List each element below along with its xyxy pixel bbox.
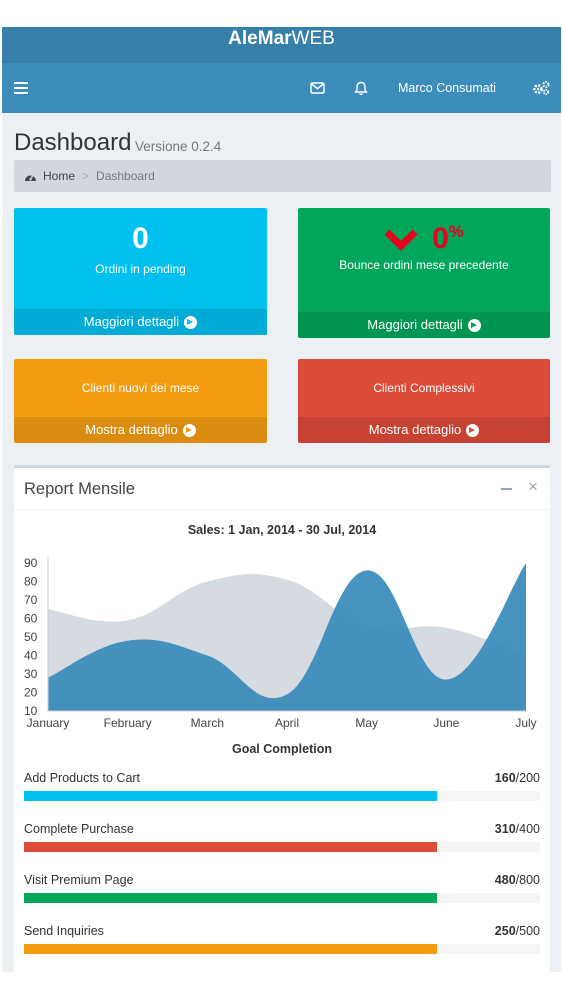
breadcrumb-home-label: Home: [43, 169, 76, 183]
pending-orders-value: 0: [132, 222, 149, 255]
x-tick-label: July: [515, 716, 536, 730]
collapse-icon[interactable]: [500, 480, 514, 496]
y-tick-label: 80: [24, 575, 38, 589]
progress-bar: [24, 944, 540, 954]
progress-value: 160: [494, 771, 516, 785]
progress-value: 310: [494, 822, 516, 836]
logo-light-text: WEB: [291, 28, 335, 49]
goal-completion-title: Goal Completion: [232, 742, 332, 756]
progress-bar: [24, 791, 540, 801]
y-tick-label: 60: [24, 612, 38, 626]
arrow-circle-right-icon: [467, 318, 481, 332]
y-tick-label: 20: [24, 686, 38, 700]
details-link-label: Mostra dettaglio: [368, 422, 462, 437]
breadcrumb-home[interactable]: Home: [24, 169, 75, 183]
progress-group: Add Products to Cart 160/200: [24, 771, 540, 811]
progress-label: Add Products to Cart: [24, 771, 141, 785]
user-menu[interactable]: Marco Consumati: [398, 63, 496, 113]
y-tick-label: 40: [24, 649, 38, 663]
user-name-label: Marco Consumati: [398, 81, 496, 95]
chart-title: Sales: 1 Jan, 2014 - 30 Jul, 2014: [187, 523, 377, 537]
progress-number: 250/500: [495, 924, 540, 938]
chevron-down-icon: [384, 229, 418, 251]
content-header: Dashboard Versione 0.2.4 Home > Dashboar…: [2, 113, 561, 192]
progress-bar-fill: [24, 842, 437, 852]
y-tick-label: 70: [24, 593, 38, 607]
progress-number: 310/400: [495, 822, 540, 836]
total-clients-label: Clienti Complessivi: [373, 381, 475, 395]
dashboard-icon: [25, 174, 36, 181]
mail-icon[interactable]: [310, 63, 325, 113]
bounce-orders-unit: %: [448, 222, 464, 241]
progress-bar: [24, 893, 540, 903]
arrow-circle-right-icon: [466, 423, 480, 437]
total-clients-details-link[interactable]: Mostra dettaglio: [298, 417, 550, 443]
progress-label: Visit Premium Page: [24, 873, 134, 887]
top-navbar: Marco Consumati: [2, 63, 561, 113]
arrow-circle-right-icon: [182, 423, 196, 437]
breadcrumb: Home > Dashboard: [14, 160, 551, 192]
progress-bar: [24, 842, 540, 852]
x-tick-label: June: [433, 716, 459, 730]
bounce-orders-value: 0: [432, 222, 449, 255]
new-clients-label: Clienti nuovi del mese: [81, 381, 200, 395]
progress-total: /400: [515, 822, 540, 836]
progress-group: Visit Premium Page 480/800: [24, 873, 540, 913]
arrow-circle-right-icon: [184, 315, 198, 329]
bounce-orders-details-link[interactable]: Maggiori dettagli: [298, 312, 550, 338]
details-link-label: Mostra dettaglio: [85, 422, 178, 437]
progress-total: /200: [515, 771, 540, 785]
new-clients-box: Clienti nuovi del mese Mostra dettaglio: [14, 359, 267, 443]
details-link-label: Maggiori dettagli: [367, 317, 463, 332]
progress-bar-fill: [24, 944, 437, 954]
x-tick-label: May: [355, 716, 378, 730]
progress-number: 160/200: [495, 771, 540, 785]
x-tick-label: January: [27, 716, 70, 730]
progress-group: Complete Purchase 310/400: [24, 822, 540, 862]
new-clients-details-link[interactable]: Mostra dettaglio: [14, 417, 267, 443]
app-window: AleMarWEB Marco Consumati Dashboard Vers…: [2, 27, 561, 972]
progress-value: 480: [494, 873, 516, 887]
x-tick-label: March: [191, 716, 224, 730]
close-icon[interactable]: ×: [528, 477, 538, 496]
x-tick-label: April: [275, 716, 299, 730]
progress-value: 250: [494, 924, 516, 938]
page-title: Dashboard: [14, 129, 132, 156]
logo-bold-text: AleMar: [228, 28, 292, 49]
progress-label: Complete Purchase: [24, 822, 134, 836]
y-tick-label: 50: [24, 630, 38, 644]
progress-group: Send Inquiries 250/500: [24, 924, 540, 964]
report-header: Report Mensile ×: [14, 468, 550, 510]
gears-icon[interactable]: [532, 63, 551, 113]
series-area-1: [48, 563, 526, 711]
progress-number: 480/800: [495, 873, 540, 887]
y-tick-label: 30: [24, 667, 38, 681]
progress-total: /800: [515, 873, 540, 887]
pending-orders-details-link[interactable]: Maggiori dettagli: [14, 309, 267, 335]
pending-orders-label: Ordini in pending: [95, 262, 186, 276]
progress-total: /500: [515, 924, 540, 938]
monthly-report-box: Report Mensile × Sales: 1 Jan, 2014 - 30…: [14, 465, 550, 972]
details-link-label: Maggiori dettagli: [83, 314, 180, 329]
pending-orders-box: 0 Ordini in pending Maggiori dettagli: [14, 208, 267, 335]
progress-label: Send Inquiries: [24, 924, 104, 938]
y-tick-label: 90: [24, 556, 38, 570]
sidebar-toggle-icon[interactable]: [14, 63, 30, 113]
breadcrumb-current: Dashboard: [96, 169, 155, 183]
total-clients-box: Clienti Complessivi Mostra dettaglio: [298, 359, 550, 443]
sales-area-chart: 10 20 30 40 50 60 70 80 90 January February March Ap…: [24, 556, 537, 730]
breadcrumb-separator: >: [82, 169, 90, 183]
progress-bar-fill: [24, 791, 437, 801]
report-title: Report Mensile: [24, 480, 135, 498]
app-logo[interactable]: AleMarWEB: [2, 27, 561, 63]
bounce-orders-label: Bounce ordini mese precedente: [339, 258, 509, 272]
y-tick-label: 10: [24, 704, 38, 718]
page-subtitle: Versione 0.2.4: [135, 139, 222, 154]
bounce-orders-box: 0% Bounce ordini mese precedente Maggior…: [298, 208, 550, 338]
bell-icon[interactable]: [354, 63, 368, 113]
progress-bar-fill: [24, 893, 437, 903]
x-tick-label: February: [104, 716, 152, 730]
